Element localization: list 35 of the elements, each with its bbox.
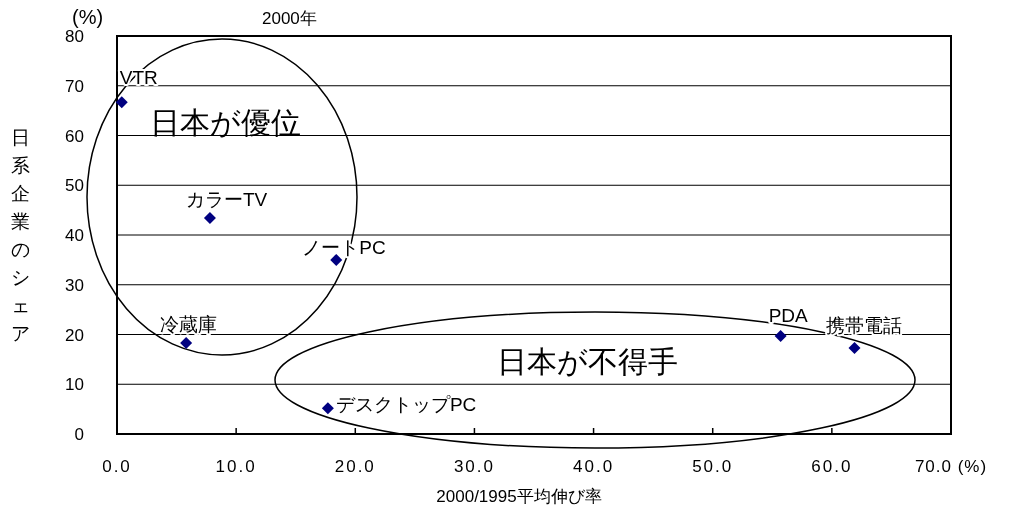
y-tick-label: 80 xyxy=(65,27,84,46)
x-tick-label: 70.0 (%) xyxy=(914,457,988,476)
text: (%) xyxy=(72,6,104,28)
y-tick-label: 50 xyxy=(65,176,84,196)
annotation: カラーTV xyxy=(185,189,268,211)
annotation: PDA xyxy=(768,304,809,326)
x-axis-title: 2000/1995平均伸び率 xyxy=(436,487,602,506)
x-tick-label: 40.0 xyxy=(573,457,615,476)
point xyxy=(774,329,787,342)
x-tick-label: 10.0 xyxy=(215,457,257,476)
annotation: 日本が優位 xyxy=(150,106,301,139)
y-tick-label: 60 xyxy=(65,126,84,146)
y-tick-label: 0 xyxy=(74,425,84,444)
y-axis-title: 日系企業のシェア xyxy=(10,127,30,344)
x-tick-label: 20.0 xyxy=(334,457,376,476)
x-tick-label: 30.0 xyxy=(453,457,495,476)
point xyxy=(180,336,193,349)
annotation: 冷蔵庫 xyxy=(160,313,218,335)
point xyxy=(848,341,861,354)
chart-title: 2000年 xyxy=(262,9,317,28)
x-tick-label: 60.0 xyxy=(811,457,853,476)
y-tick-label: 40 xyxy=(65,226,84,245)
point xyxy=(330,253,343,266)
point xyxy=(321,402,334,415)
y-tick-label: 30 xyxy=(65,275,84,295)
point xyxy=(115,96,128,109)
x-tick-label: 0.0 xyxy=(102,457,132,476)
y-tick-label: 10 xyxy=(65,375,84,395)
x-tick-label: 50.0 xyxy=(692,457,734,476)
annotation: 日本が不得手 xyxy=(497,345,678,378)
y-tick-label: 70 xyxy=(65,76,84,96)
point xyxy=(203,212,216,225)
annotation: 携帯電話 xyxy=(826,314,903,336)
y-tick-label: 20 xyxy=(65,325,84,345)
annotation: デスクトップPC xyxy=(335,394,477,416)
